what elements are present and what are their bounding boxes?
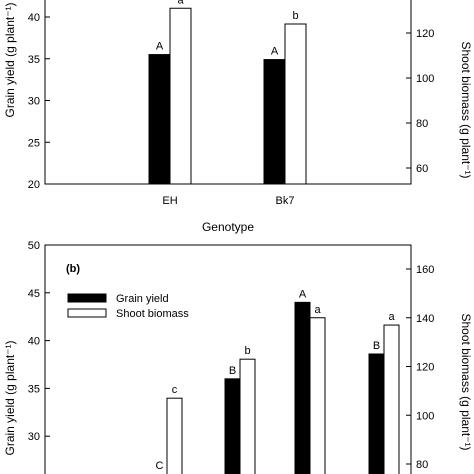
y-axis-label: Grain yield (g plant⁻¹) xyxy=(3,340,17,455)
legend-swatch-shoot-biomass xyxy=(67,308,107,318)
panel-label: (b) xyxy=(66,263,80,275)
significance-label: B xyxy=(229,365,236,377)
significance-label: C xyxy=(156,460,164,472)
significance-labels: Aa Ab xyxy=(156,0,299,58)
plot-frame xyxy=(44,244,412,474)
bar-grain-yield xyxy=(368,353,385,474)
bar-shoot-biomass xyxy=(239,358,256,474)
y-tick-label: 35 xyxy=(28,383,40,395)
y-axis-label: Grain yield (g plant⁻¹) xyxy=(3,2,17,117)
legend-label: Shoot biomass xyxy=(116,308,189,320)
y-tick-label: 30 xyxy=(28,431,40,443)
x-axis-label: Genotype xyxy=(202,220,254,234)
y2-axis-label: Shoot biomass (g plant⁻¹) xyxy=(459,41,473,178)
significance-label: B xyxy=(373,340,380,352)
bar-grain-yield xyxy=(263,59,286,185)
significance-label: b xyxy=(244,345,250,357)
y-tick-label: 50 xyxy=(28,240,40,252)
significance-label: A xyxy=(299,288,307,300)
y2-tick-label: 60 xyxy=(416,163,428,175)
bar-grain-yield xyxy=(294,301,311,474)
y2-tick-label: 80 xyxy=(416,118,428,130)
x-tick-label: EH xyxy=(162,195,177,207)
x-axis-categories: EH Bk7 xyxy=(162,179,294,207)
y2-tick-label: 100 xyxy=(416,410,434,422)
bar-shoot-biomass xyxy=(169,7,192,185)
y-axis-right: 60 80 100 120 xyxy=(406,28,434,175)
y2-tick-label: 140 xyxy=(416,313,434,325)
y-tick-label: 30 xyxy=(28,96,40,108)
significance-label: a xyxy=(314,304,321,316)
y2-tick-label: 120 xyxy=(416,28,434,40)
significance-label: a xyxy=(177,0,184,6)
bar-grain-yield xyxy=(224,378,241,474)
bar-shoot-biomass xyxy=(383,324,400,474)
bars xyxy=(166,301,400,474)
y-tick-label: 25 xyxy=(28,137,40,149)
significance-label: a xyxy=(388,311,395,323)
y-tick-label: 45 xyxy=(28,288,40,300)
y-tick-label: 40 xyxy=(28,336,40,348)
y-axis-left: 253035404550 xyxy=(28,240,50,443)
significance-label: b xyxy=(292,10,298,22)
x-tick-label: Bk7 xyxy=(276,195,295,207)
y-tick-label: 35 xyxy=(28,54,40,66)
significance-label: c xyxy=(172,384,178,396)
legend-label: Grain yield xyxy=(116,293,169,305)
significance-labels: Cc Bb Aa Ba xyxy=(156,288,396,472)
y2-tick-label: 160 xyxy=(416,264,434,276)
significance-label: A xyxy=(271,46,279,58)
y2-tick-label: 120 xyxy=(416,362,434,374)
bar-grain-yield xyxy=(148,54,171,185)
y2-tick-label: 100 xyxy=(416,73,434,85)
legend-swatch-grain-yield xyxy=(67,293,107,303)
panel-a: 20 25 30 35 40 60 80 100 120 Aa Ab EH Bk7 Genotyp… xyxy=(3,0,473,234)
y-axis-left: 20 25 30 35 40 xyxy=(28,12,50,191)
plot-frame xyxy=(44,0,412,185)
y-axis-right: 80 100 120 140 160 xyxy=(406,264,434,471)
y-tick-label: 20 xyxy=(28,179,40,191)
bars xyxy=(148,7,307,185)
significance-label: A xyxy=(156,41,164,53)
y2-tick-label: 80 xyxy=(416,459,428,471)
bar-shoot-biomass xyxy=(309,317,326,474)
y2-axis-label: Shoot biomass (g plant⁻¹) xyxy=(459,313,473,450)
bar-shoot-biomass xyxy=(284,23,307,185)
legend: Grain yield Shoot biomass xyxy=(67,293,189,320)
y-tick-label: 40 xyxy=(28,12,40,24)
bar-shoot-biomass xyxy=(166,397,183,474)
